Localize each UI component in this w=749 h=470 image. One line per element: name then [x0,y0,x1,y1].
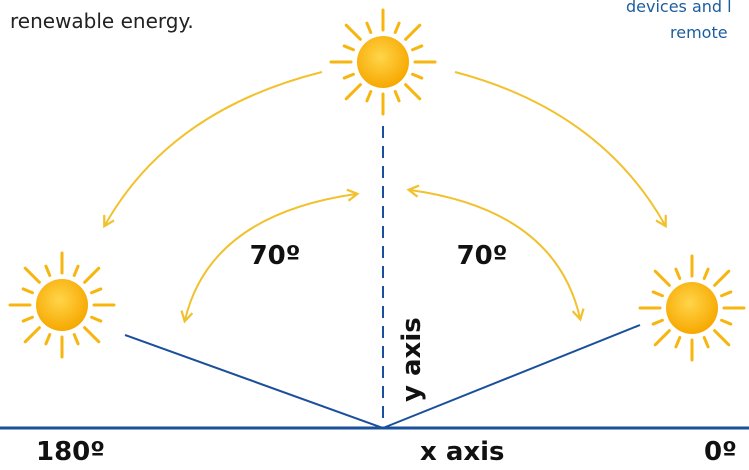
sun [36,279,88,331]
sun-ray [344,23,362,41]
sun-ray [720,290,733,298]
sun-ray [702,267,710,280]
sun [666,282,718,334]
sun-ray [674,267,682,280]
angle-label: 70º [250,241,301,271]
sun-ray [83,266,101,284]
sun-ray [23,266,41,284]
sun-ray [72,264,80,277]
outer-arc-left [103,71,323,229]
inner-arc-right [406,184,585,322]
sun-ray [342,72,355,80]
sun-ray [365,21,373,34]
angle-label: 70º [457,241,508,271]
degree-label: 0º [704,437,737,467]
sun-ray [342,44,355,52]
sun-ray [404,83,422,101]
sun-ray [44,264,52,277]
ray-right [382,324,641,429]
sun-ray [653,329,671,347]
sun-ray [72,333,80,346]
ray-left [124,334,384,429]
sun-ray [23,326,41,344]
sun-ray [720,318,733,326]
sun-ray [21,287,34,295]
sun-ray [653,269,671,287]
degree-label: 180º [36,437,105,467]
sun-ray [344,83,362,101]
sun-ray [21,315,34,323]
note-line: devices and l [626,0,732,16]
y-axis-label: y axis [397,317,427,402]
x-axis-label: x axis [420,437,505,467]
sun [357,36,409,88]
intro-text: renewable energy. [10,9,194,33]
inner-arc-left [180,188,360,324]
sun-ray [44,333,52,346]
sun-ray [702,336,710,349]
sun-ray [651,290,664,298]
sun-ray [674,336,682,349]
sun-ray [411,72,424,80]
sun-ray [83,326,101,344]
sun-ray [713,329,731,347]
sun-ray [90,315,103,323]
sun-ray [411,44,424,52]
outer-arc-right [454,71,667,229]
sun-ray [393,21,401,34]
note-line: remote [670,23,728,42]
sun-ray [393,90,401,103]
sun-ray [90,287,103,295]
sun-ray [365,90,373,103]
sun-ray [651,318,664,326]
sun-ray [713,269,731,287]
sun-ray [404,23,422,41]
